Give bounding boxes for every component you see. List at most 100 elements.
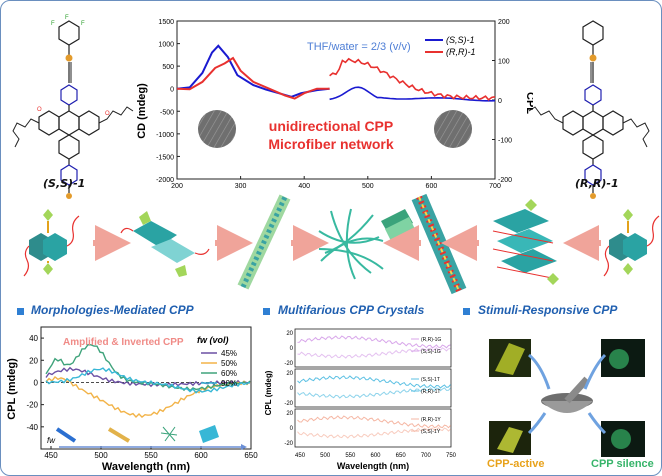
crystal-legend-label: (S,S)-1Y: [421, 429, 441, 435]
fiber-right: [411, 193, 467, 295]
crystal-panel: [294, 328, 452, 368]
morph-icon-1: [55, 427, 77, 443]
molecule-ss-label: (S,S)-1: [43, 177, 86, 190]
tick-label: 0: [290, 346, 294, 352]
tick-label: 1000: [158, 42, 174, 49]
molecule-rr: [528, 20, 650, 199]
fluorine-label: F: [51, 21, 55, 27]
y-right-label: CPL: [524, 92, 533, 114]
crystal-series-line: [297, 335, 451, 349]
cpl-fw-chart: CPL (mdeg) Wavelength (nm) 40 20 0 -20 -40 4…: [6, 326, 258, 473]
fw-x-label: Wavelength (nm): [102, 461, 191, 473]
cr-y-label: CPL (mdeg): [264, 370, 273, 415]
tick-label: -20: [284, 441, 293, 447]
pi-stack: [492, 199, 559, 285]
tick-label: 100: [498, 59, 510, 66]
assembly-scheme: [23, 193, 660, 295]
tick-label: 20: [29, 356, 38, 365]
section-marker-3: [463, 308, 470, 315]
crystal-series-line: [297, 426, 451, 439]
fiber-network: [318, 208, 384, 280]
crystal-series-line: [297, 346, 451, 359]
fw-y-label: CPL (mdeg): [6, 358, 18, 420]
tick-label: 400: [298, 183, 310, 190]
dimer: [120, 211, 210, 277]
molecule-ss: F F F O O: [12, 15, 134, 199]
crystal-series-line: [297, 375, 451, 389]
tick-label: 20: [286, 411, 293, 417]
tick-label: 700: [421, 453, 432, 459]
tick-label: 600: [426, 183, 438, 190]
tick-label: 40: [29, 334, 38, 343]
tick-label: 500: [162, 64, 174, 71]
crystal-stack: [381, 209, 415, 241]
tick-label: 450: [295, 453, 306, 459]
fluorine-label: F: [81, 21, 85, 27]
legend-label-ss: (S,S)-1: [446, 35, 475, 45]
molecule-rr-label: (R,R)-1: [575, 177, 619, 190]
fw-legend-label: 90%: [221, 379, 237, 388]
arrow-to-silence: [583, 353, 607, 390]
tick-label: 550: [144, 451, 158, 460]
tick-label: 550: [345, 453, 356, 459]
section-title-stimuli: Stimuli-Responsive CPP: [478, 303, 618, 317]
cr-x-label: Wavelength (nm): [337, 461, 409, 471]
crystal-legend-label: (S,S)-1G: [421, 349, 441, 355]
fw-series-line: [45, 367, 251, 394]
tick-label: 0: [34, 378, 39, 387]
tick-label: -20: [284, 401, 293, 407]
crystal-legend-label: (S,S)-1T: [421, 377, 440, 383]
tick-label: 0: [290, 386, 294, 392]
condition-label: THF/water = 2/3 (v/v): [307, 41, 411, 53]
tick-label: -20: [26, 401, 38, 410]
tick-label: -40: [26, 423, 38, 432]
monomer-left: [23, 209, 80, 277]
morph-icon-2: [107, 427, 131, 443]
stimuli-panel: CPP-active CPP silence: [487, 339, 654, 470]
cd-rr-curve: [176, 56, 330, 100]
morph-icon-4: [199, 425, 219, 443]
tick-label: 200: [498, 19, 510, 26]
tick-label: 0: [170, 87, 174, 94]
crystal-panel: [294, 368, 452, 408]
y-left-label: CD (mdeg): [136, 83, 148, 139]
tick-label: 20: [286, 371, 293, 377]
tick-label: -1500: [156, 154, 174, 161]
top-panel: F F F O O: [12, 15, 650, 199]
tick-label: 600: [194, 451, 208, 460]
tick-label: 0: [498, 98, 502, 105]
tick-label: -1000: [156, 132, 174, 139]
fw-annotation: Amplified & Inverted CPP: [63, 337, 184, 348]
tick-label: 650: [396, 453, 407, 459]
tick-label: 700: [489, 183, 501, 190]
tick-label: -2000: [156, 177, 174, 184]
active-label: CPP-active: [487, 458, 544, 470]
legend-label-rr: (R,R)-1: [446, 47, 476, 57]
tick-label: 200: [171, 183, 183, 190]
tick-label: 600: [371, 453, 382, 459]
tick-label: 1500: [158, 19, 174, 26]
crystals-chart: CPL (mdeg) Wavelength (nm) 20 0 -20 (R,R)-1…: [264, 328, 457, 471]
cd-ss-curve: [176, 44, 330, 98]
tick-label: 500: [362, 183, 374, 190]
section-title-crystals: Multifarious CPP Crystals: [278, 303, 425, 317]
crystal-legend-label: (R,R)-1T: [421, 389, 440, 395]
fw-legend-label: 45%: [221, 349, 237, 358]
tick-label: 500: [94, 451, 108, 460]
crystal-panel: [294, 408, 452, 448]
section-marker-2: [263, 308, 270, 315]
tick-label: -20: [284, 361, 293, 367]
section-marker-1: [17, 308, 24, 315]
tick-label: -500: [160, 109, 174, 116]
tick-label: 0: [290, 426, 294, 432]
morph-icon-3: [160, 426, 178, 442]
fw-legend-label: 50%: [221, 359, 237, 368]
tick-label: 20: [286, 331, 293, 337]
cpl-rr-curve: [329, 57, 496, 101]
tick-label: -200: [498, 177, 512, 184]
fluorine-label: F: [65, 15, 69, 21]
tick-label: 650: [244, 451, 258, 460]
section-title-morphologies: Morphologies-Mediated CPP: [31, 303, 194, 317]
overlay-line1: unidirectional CPP: [269, 118, 393, 134]
